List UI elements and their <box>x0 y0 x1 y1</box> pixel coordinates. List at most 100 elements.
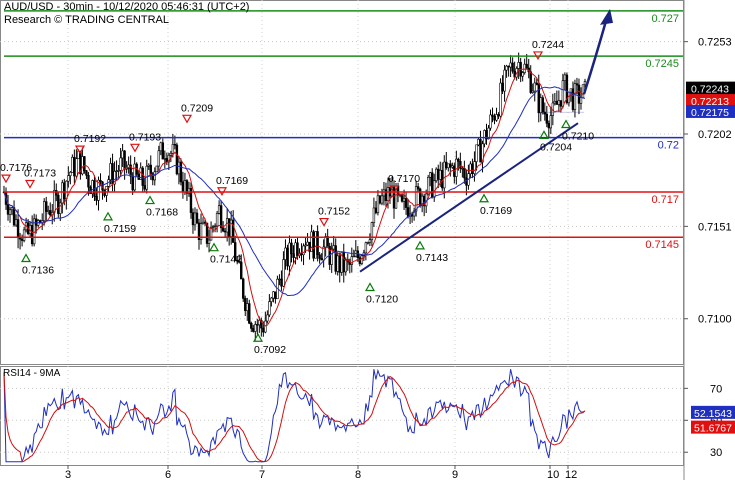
candle-body <box>185 180 189 194</box>
key-level-label: 0.7145 <box>645 239 679 251</box>
candle-body <box>55 190 58 196</box>
candle-body <box>157 150 160 167</box>
candle-body <box>95 196 98 201</box>
swing-high-marker <box>0 174 12 184</box>
candle-body <box>45 201 48 212</box>
swing-high-label: 0.7173 <box>24 168 56 180</box>
candle-body <box>320 258 323 261</box>
candle-body <box>282 259 285 287</box>
candle-body <box>529 71 532 93</box>
swing-low-marker <box>364 282 376 292</box>
candle-body <box>533 82 536 92</box>
candle-body <box>386 187 390 201</box>
candle-body <box>12 207 16 226</box>
forecast-arrow-shaft <box>582 20 608 95</box>
swing-low-label: 0.7169 <box>480 205 512 217</box>
rsi-badge-label: 52.1543 <box>694 408 732 420</box>
candle-body <box>233 242 237 261</box>
swing-high-label: 0.7169 <box>216 175 248 187</box>
candle-body <box>487 127 490 140</box>
candle-body <box>286 247 289 267</box>
time-tick-label: 10 <box>547 469 559 480</box>
candle-body <box>221 227 225 232</box>
candle-body <box>254 324 257 332</box>
candle-body <box>557 100 561 105</box>
swing-high-label: 0.7244 <box>532 39 564 51</box>
candle-body <box>451 165 454 168</box>
candle-body <box>171 143 175 154</box>
candle-body <box>559 100 563 107</box>
candle-body <box>30 225 34 245</box>
candle-body <box>274 291 277 300</box>
time-tick-label: 3 <box>65 469 71 480</box>
swing-low-marker <box>20 253 32 263</box>
swing-low-label: 0.7210 <box>562 131 594 143</box>
candle-body <box>161 142 165 160</box>
candle-body <box>581 84 585 98</box>
candle-body <box>330 248 333 265</box>
candle-body <box>209 226 213 241</box>
trend-line-support <box>359 122 579 273</box>
candle-body <box>569 88 573 93</box>
candle-body <box>573 83 577 110</box>
candle-body <box>435 168 438 182</box>
candle-body <box>499 82 502 117</box>
candle-body <box>63 182 66 200</box>
candle-body <box>316 231 319 256</box>
candle-body <box>181 181 185 193</box>
price-badge-label: 0.72243 <box>691 84 729 96</box>
candle-body <box>169 153 173 156</box>
candle-body <box>565 74 569 104</box>
candle-body <box>20 238 24 241</box>
swing-low-marker <box>102 211 114 221</box>
price-tick-label: 0.7100 <box>698 314 732 326</box>
swing-low-label: 0.7168 <box>146 207 178 219</box>
candle-body <box>469 163 472 174</box>
candle-body <box>193 212 197 226</box>
candle-body <box>61 182 64 204</box>
candle-body <box>583 81 587 86</box>
candle-body <box>537 84 540 114</box>
candle-body <box>376 195 380 214</box>
price-tick-label: 0.7253 <box>698 37 732 49</box>
price-badge-bg <box>686 104 735 118</box>
swing-high-marker <box>318 217 330 227</box>
candle-body <box>105 186 108 196</box>
candle-body <box>378 195 382 204</box>
candle-body <box>147 164 150 167</box>
candle-body <box>577 84 581 104</box>
swing-low-label: 0.7136 <box>22 265 54 277</box>
candle-body <box>491 114 494 117</box>
candle-body <box>382 189 386 197</box>
swing-low-label: 0.7204 <box>540 141 572 153</box>
candle-body <box>302 245 305 256</box>
candle-body <box>429 172 432 178</box>
candle-body <box>143 185 146 190</box>
candle-body <box>81 156 84 175</box>
candle-body <box>99 179 102 183</box>
candle-body <box>57 194 60 214</box>
candle-body <box>244 298 247 311</box>
candle-body <box>238 260 241 263</box>
candle-body <box>563 74 567 82</box>
candle-body <box>372 207 376 223</box>
rsi-tick-label: 70 <box>710 383 722 395</box>
candle-body <box>322 246 325 261</box>
candle-body <box>119 157 122 171</box>
candle-body <box>549 115 553 129</box>
candle-body <box>507 65 510 68</box>
candle-body <box>503 69 506 92</box>
candle-body <box>473 161 476 174</box>
candle-body <box>215 213 219 227</box>
candle-body <box>256 324 259 326</box>
candle-body <box>149 164 152 175</box>
rsi-ma-line <box>3 372 586 463</box>
candle-body <box>443 161 446 189</box>
candle-body <box>199 223 203 240</box>
candle-body <box>547 123 551 129</box>
candle-body <box>493 116 496 121</box>
rsi-title: RSI14 - 9MA <box>3 368 61 379</box>
candle-body <box>402 198 406 202</box>
candle-body <box>179 161 183 183</box>
candle-body <box>523 63 526 73</box>
